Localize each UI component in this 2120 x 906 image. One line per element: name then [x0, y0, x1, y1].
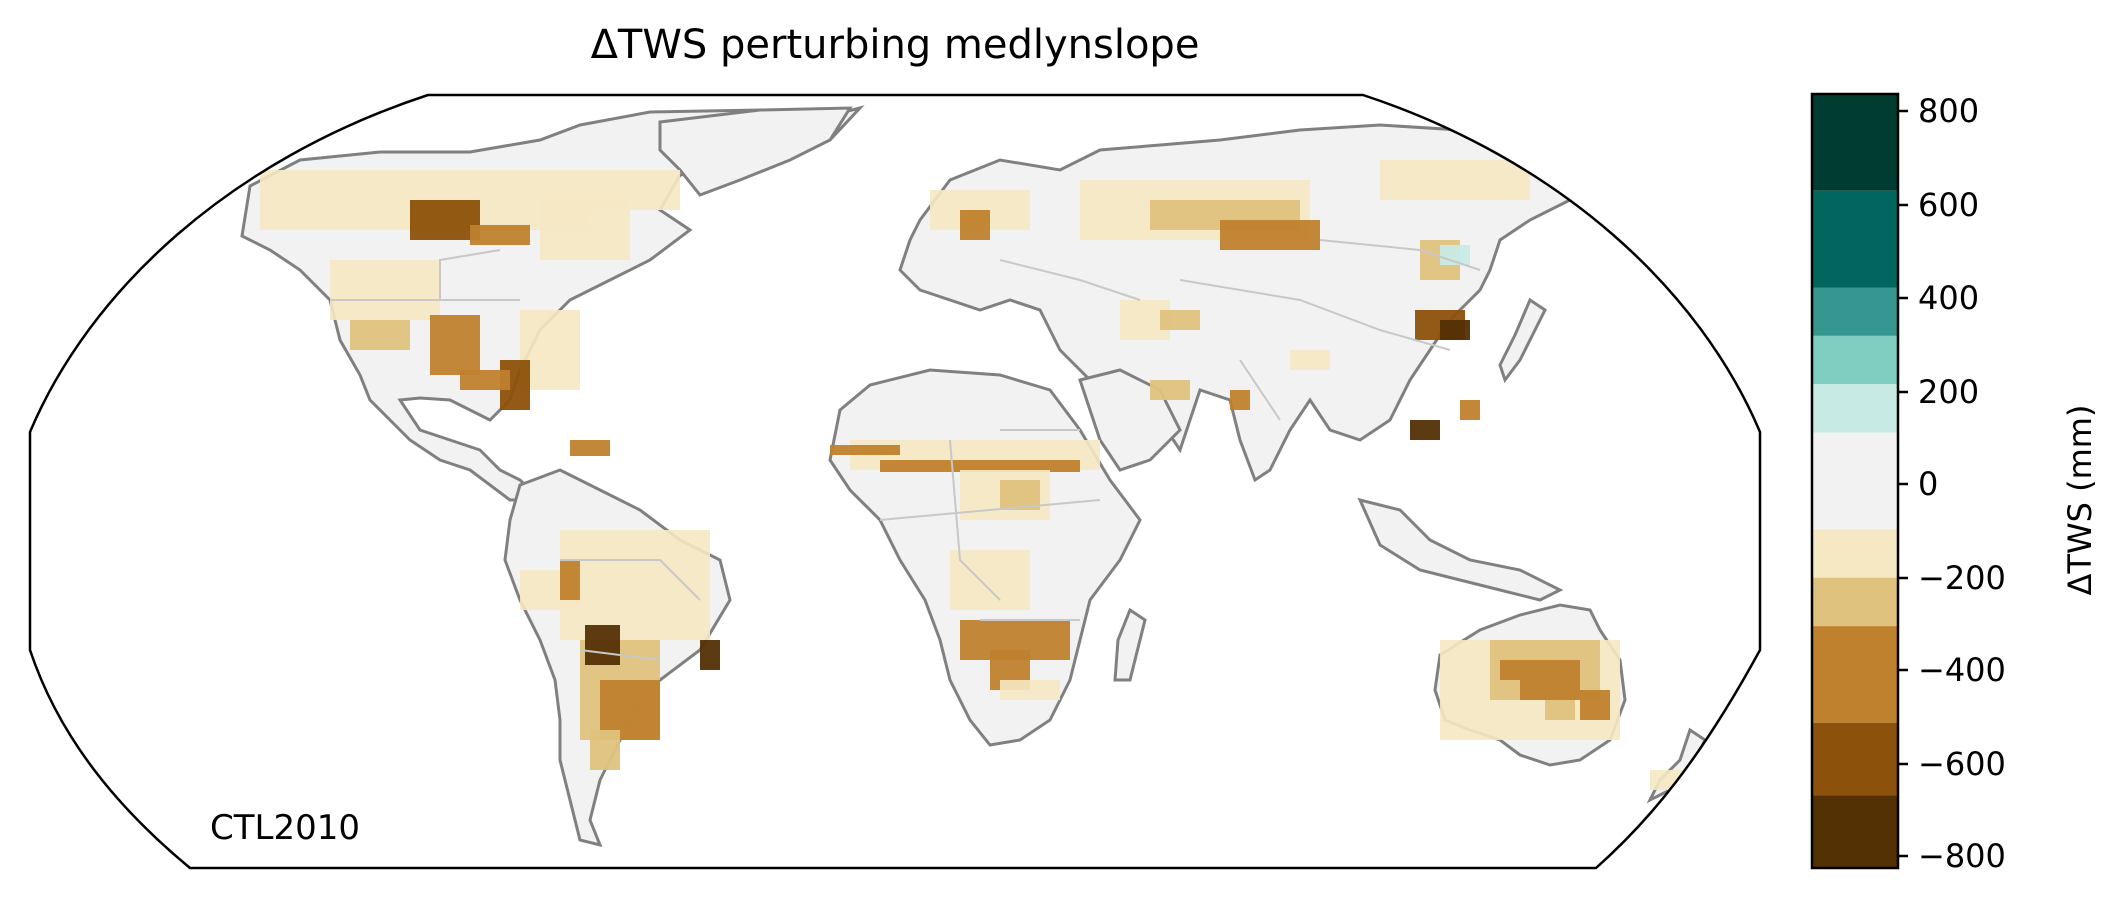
experiment-label: CTL2010 [210, 808, 360, 848]
anomaly-cell [1160, 310, 1200, 330]
anomaly-cell [1230, 390, 1250, 410]
colorbar: −800 −600 −400 −200 0 200 400 600 800 [1810, 92, 2006, 875]
anomaly-cell [700, 640, 720, 670]
anomaly-cell [830, 445, 900, 455]
colorbar-bin-0 [1812, 94, 1898, 191]
anomaly-cell [1290, 350, 1330, 370]
anomaly-cell [1000, 680, 1060, 700]
colorbar-tick-label: 400 [1918, 279, 1979, 317]
anomaly-cell [1460, 400, 1480, 420]
anomaly-cell [880, 460, 1080, 472]
anomaly-cells [260, 160, 1690, 790]
colorbar-bin-3 [1812, 335, 1898, 385]
colorbar-bin-2 [1812, 287, 1898, 336]
island-japan [1498, 297, 1547, 384]
map-boundary [28, 93, 1762, 870]
anomaly-cell [470, 225, 530, 245]
colorbar-tick-label: −200 [1918, 559, 2006, 597]
anomaly-cell [430, 315, 480, 375]
colorbar-tick-label: 0 [1918, 465, 1938, 503]
colorbar-bin-9 [1812, 722, 1898, 796]
anomaly-cell [410, 200, 480, 240]
island-madagascar [1113, 607, 1147, 682]
land-layer [240, 105, 1707, 848]
anomaly-cell [960, 210, 990, 240]
anomaly-cell [950, 550, 1030, 610]
colorbar-bin-7 [1812, 577, 1898, 627]
island-greenland [658, 106, 853, 197]
anomaly-cell [460, 370, 510, 390]
colorbar-label: ΔTWS (mm) [2061, 404, 2099, 596]
colorbar-bin-4 [1812, 384, 1898, 433]
colorbar-bin-5 [1812, 432, 1898, 530]
colorbar-tick-label: −800 [1918, 837, 2006, 875]
anomaly-cell [1520, 680, 1580, 700]
map-title: ΔTWS perturbing medlynslope [590, 22, 1200, 68]
anomaly-cell [540, 200, 630, 260]
anomaly-cell [1545, 700, 1575, 720]
colorbar-frame [1810, 92, 1900, 870]
colorbar-tick-label: −600 [1918, 745, 2006, 783]
colorbar-bin-6 [1812, 529, 1898, 578]
anomaly-cell [585, 625, 620, 665]
anomaly-cell [1410, 420, 1440, 440]
colorbar-tick-label: −400 [1918, 651, 2006, 689]
anomaly-cell [1220, 220, 1320, 250]
anomaly-cell [1150, 380, 1190, 400]
anomaly-cell [1580, 690, 1610, 720]
colorbar-tick-label: 200 [1918, 373, 1979, 411]
anomaly-cell [560, 560, 580, 600]
anomaly-cell [560, 530, 710, 640]
islands-southeast-asia [1357, 497, 1564, 602]
anomaly-cell [1500, 660, 1580, 680]
colorbar-tick-label: 600 [1918, 186, 1979, 224]
colorbar-bin-8 [1812, 626, 1898, 723]
anomaly-cell [350, 320, 410, 350]
anomaly-cell [1440, 320, 1470, 340]
anomaly-cell [570, 440, 610, 456]
anomaly-cell [1380, 160, 1530, 200]
anomaly-cell [590, 730, 620, 770]
country-borders [330, 239, 1481, 661]
continent-eurasia [898, 123, 1572, 483]
colorbar-bin-10 [1812, 795, 1898, 868]
colorbar-tick-label: 800 [1918, 92, 1979, 130]
colorbar-bin-1 [1812, 190, 1898, 288]
anomaly-cell [330, 260, 440, 320]
anomaly-cell [1000, 480, 1040, 510]
